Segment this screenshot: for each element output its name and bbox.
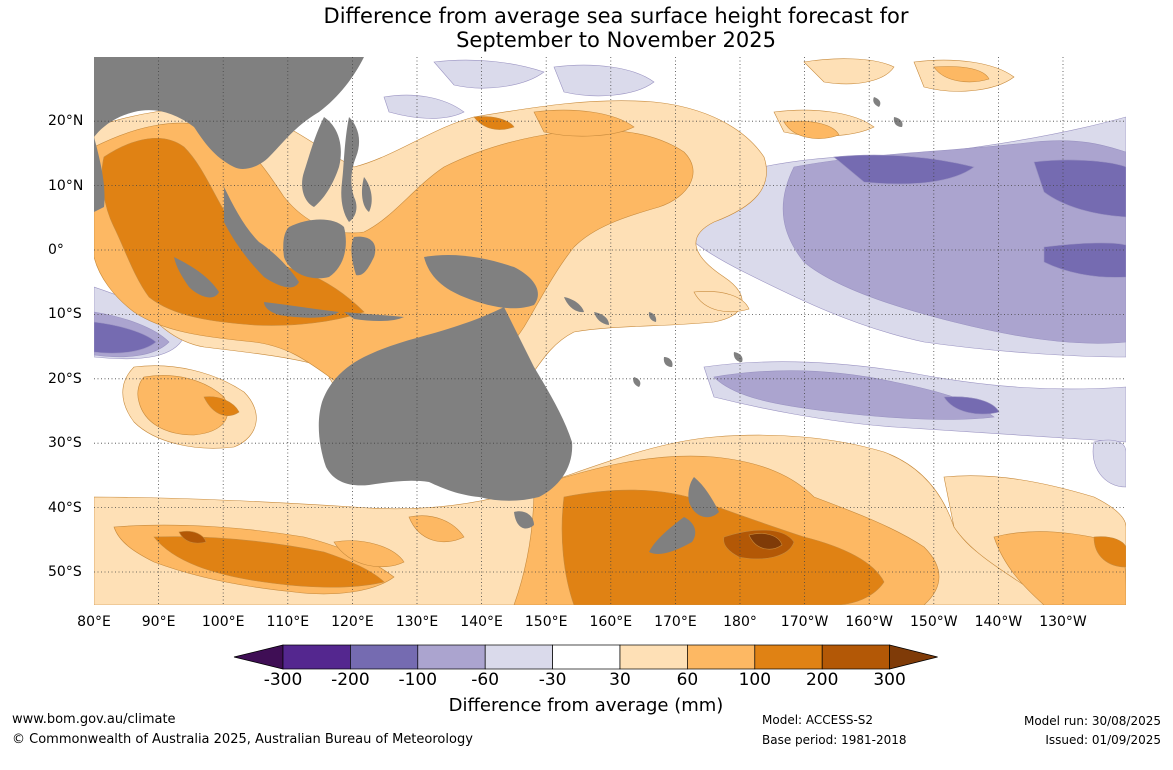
colorbar-tick-label: -30 bbox=[538, 670, 567, 690]
colorbar-tick-label: 30 bbox=[609, 670, 631, 690]
longitude-label: 80°E bbox=[77, 614, 111, 630]
colorbar-segment bbox=[282, 644, 351, 670]
colorbar-max-extend bbox=[889, 644, 938, 670]
longitude-label: 170°E bbox=[654, 614, 697, 630]
longitude-label: 170°W bbox=[780, 614, 829, 630]
colorbar-tick-label: 60 bbox=[676, 670, 699, 690]
latitude-label: 20°S bbox=[48, 370, 82, 387]
longitude-label: 90°E bbox=[141, 614, 176, 630]
base-period-text: Base period: 1981-2018 bbox=[762, 733, 907, 747]
longitude-label: 140°W bbox=[974, 614, 1023, 630]
colorbar-title: Difference from average (mm) bbox=[448, 695, 724, 716]
colorbar-min-extend bbox=[233, 644, 284, 670]
colorbar-tick-label: -200 bbox=[331, 670, 370, 690]
latitude-label: 40°S bbox=[48, 499, 82, 516]
longitude-label: 130°E bbox=[395, 614, 439, 630]
colorbar-tick-label: 300 bbox=[873, 670, 906, 690]
latitude-label: 10°S bbox=[48, 306, 82, 323]
latitude-label: 30°S bbox=[48, 435, 82, 452]
latitude-label: 10°N bbox=[48, 177, 84, 194]
longitude-label: 140°E bbox=[460, 614, 503, 630]
longitude-label: 100°E bbox=[201, 614, 245, 630]
longitude-label: 160°W bbox=[845, 614, 893, 630]
map-title: Difference from average sea surface heig… bbox=[0, 4, 1173, 52]
map-gridlines bbox=[94, 57, 1126, 605]
issued-text: Issued: 01/09/2025 bbox=[1045, 733, 1161, 747]
longitude-label: 180° bbox=[723, 614, 757, 630]
title-line-1: Difference from average sea surface heig… bbox=[323, 4, 909, 28]
longitude-label: 120°E bbox=[331, 614, 374, 630]
longitude-label: 160°E bbox=[589, 614, 633, 630]
colorbar bbox=[233, 644, 938, 670]
colorbar-segment bbox=[484, 644, 553, 670]
colorbar-segment bbox=[417, 644, 486, 670]
model-text: Model: ACCESS-S2 bbox=[762, 713, 874, 727]
colorbar-tick-label: -300 bbox=[263, 670, 303, 690]
sea-surface-height-map bbox=[94, 57, 1126, 605]
colorbar-segment bbox=[754, 644, 823, 670]
colorbar-segment bbox=[687, 644, 756, 670]
longitude-label: 110°E bbox=[266, 614, 310, 630]
colorbar-segment bbox=[552, 644, 621, 670]
land-masses bbox=[94, 57, 903, 554]
website-link[interactable]: www.bom.gov.au/climate bbox=[12, 712, 176, 727]
longitude-label: 150°W bbox=[910, 614, 958, 630]
colorbar-segment bbox=[619, 644, 688, 670]
longitude-label: 150°E bbox=[524, 614, 568, 630]
latitude-label: 0° bbox=[48, 242, 64, 258]
colorbar-segment bbox=[821, 644, 890, 670]
colorbar-tick-label: 100 bbox=[738, 670, 772, 690]
model-run-text: Model run: 30/08/2025 bbox=[1023, 714, 1161, 728]
latitude-label: 50°S bbox=[48, 564, 82, 580]
title-line-2: September to November 2025 bbox=[456, 28, 776, 52]
longitude-label: 130°W bbox=[1039, 614, 1087, 630]
colorbar-tick-label: -60 bbox=[471, 670, 500, 690]
colorbar-tick-label: 200 bbox=[805, 670, 839, 690]
latitude-label: 20°N bbox=[48, 113, 84, 130]
colorbar-segment bbox=[350, 644, 419, 670]
copyright-text: © Commonwealth of Australia 2025, Austra… bbox=[12, 732, 473, 747]
colorbar-tick-label: -100 bbox=[398, 670, 438, 690]
